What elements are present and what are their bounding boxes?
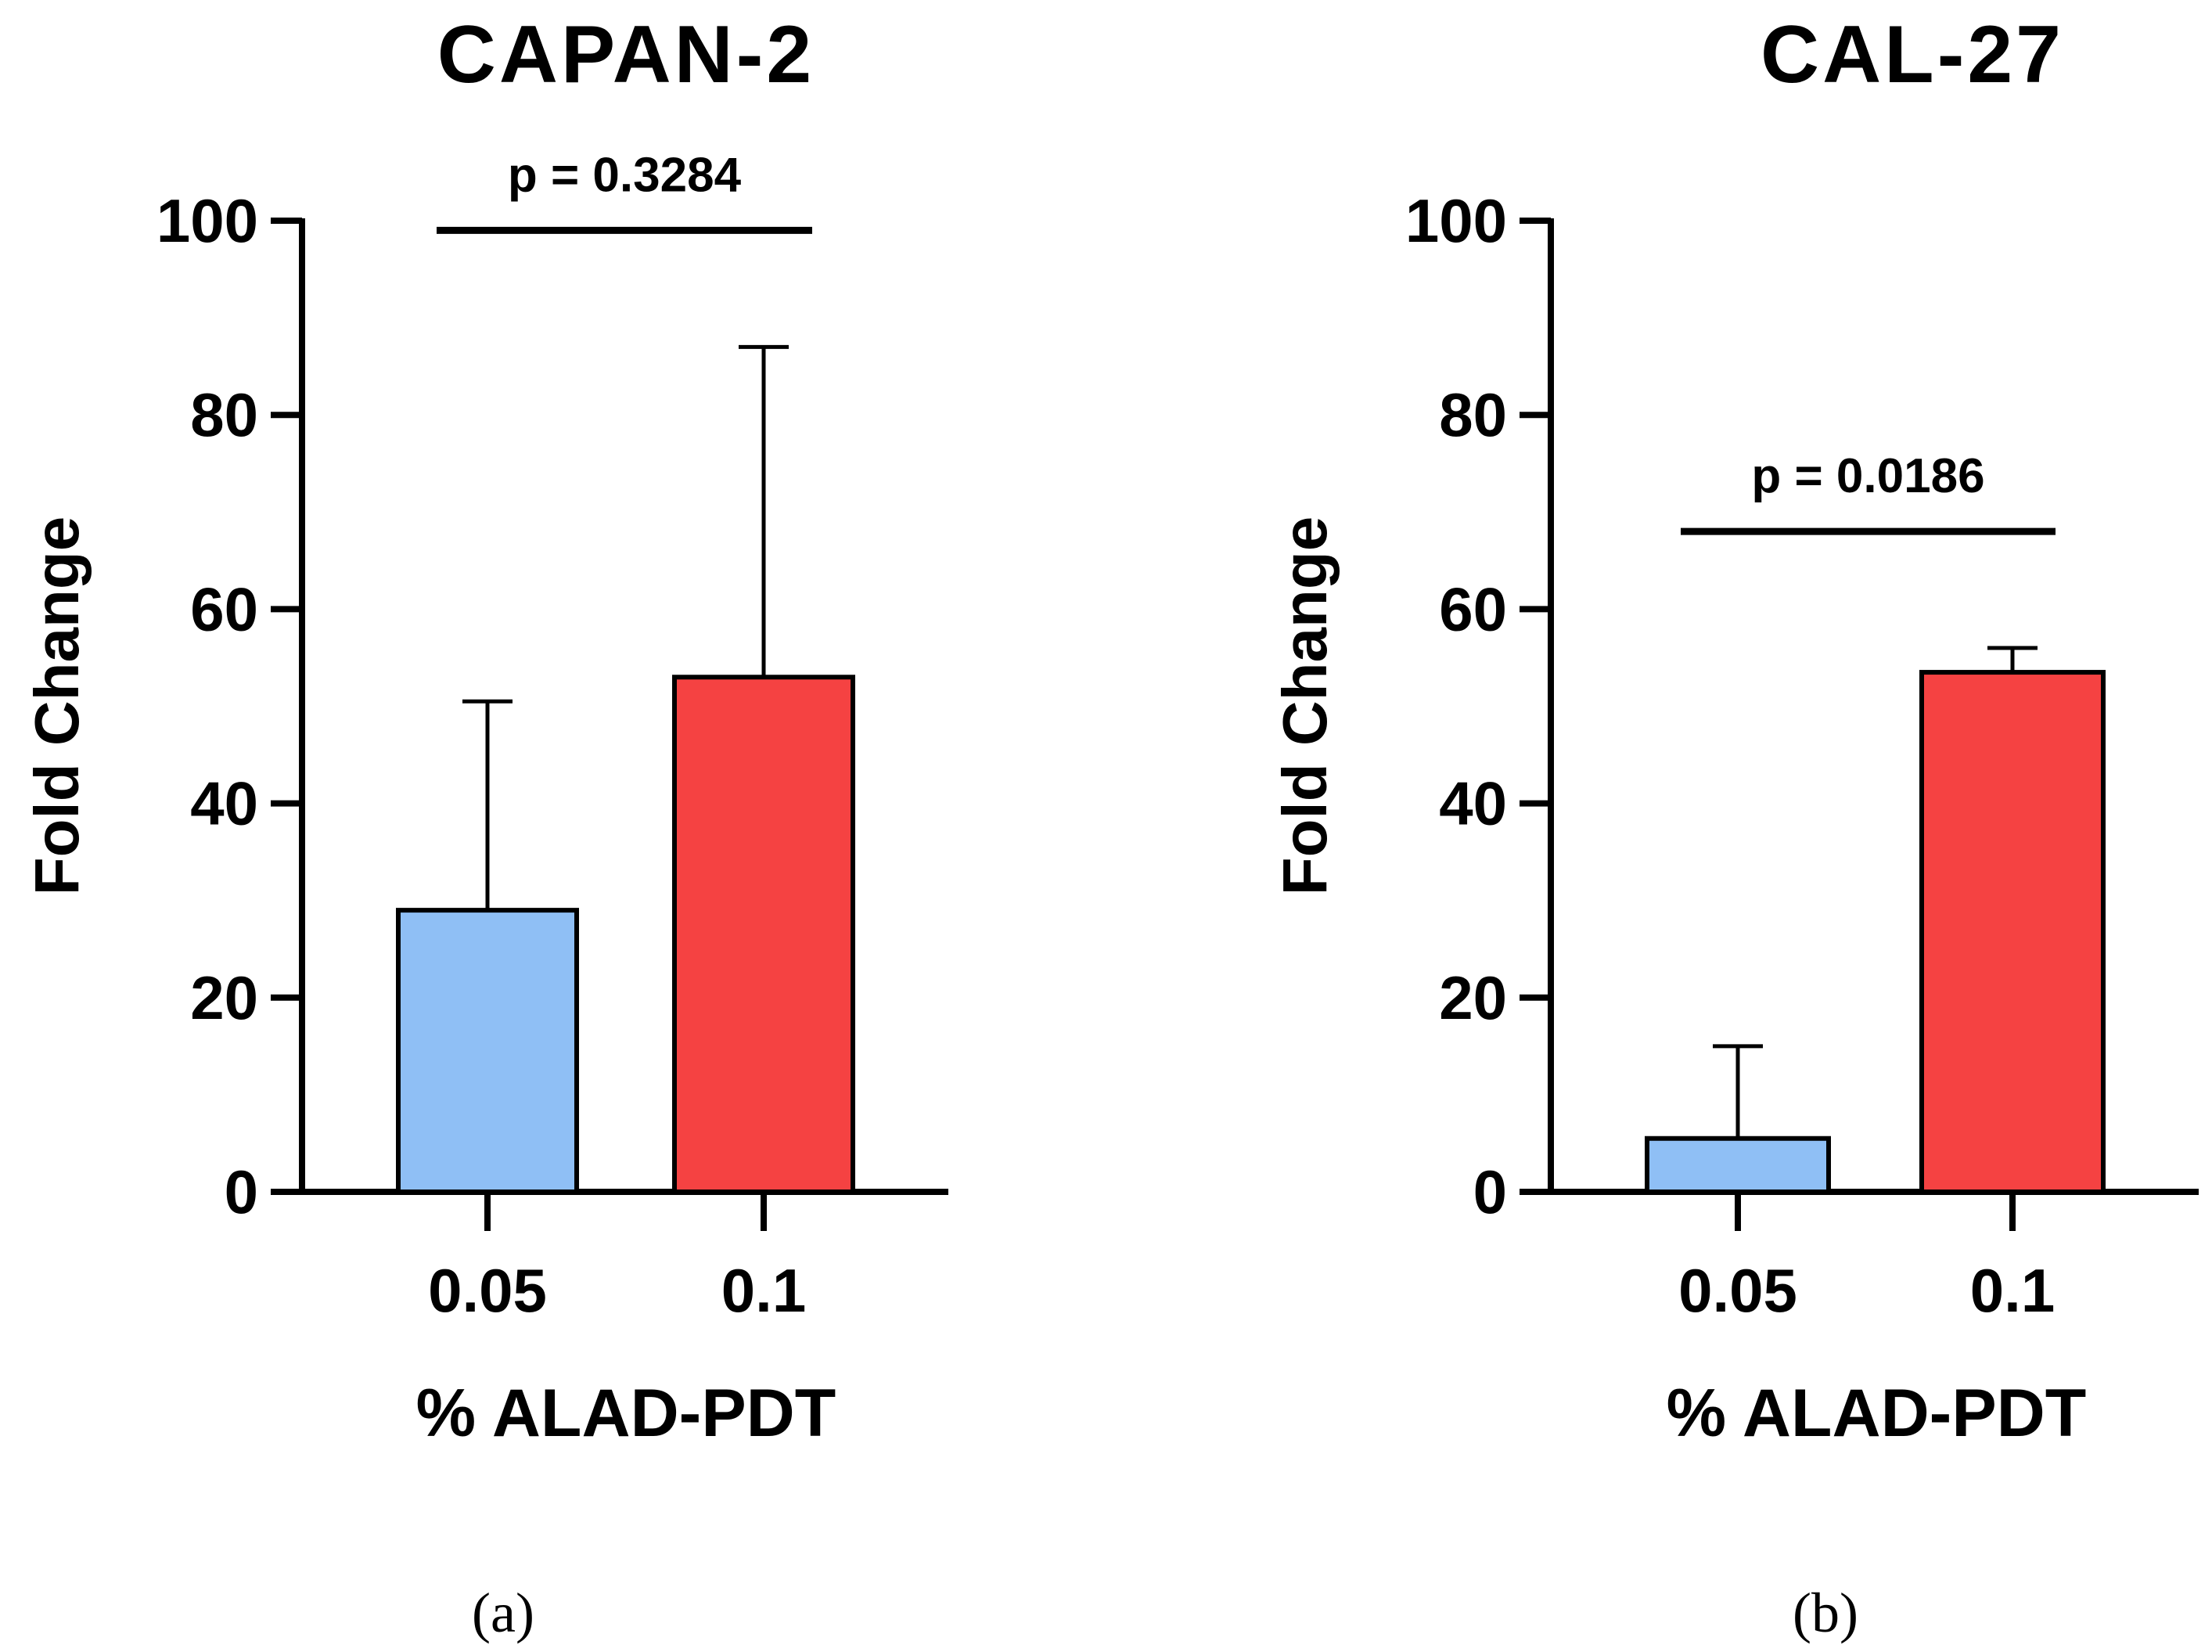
- p-value-label: p = 0.0186: [1751, 449, 1984, 503]
- y-tick-label: 0: [1473, 1157, 1507, 1226]
- chart-panel-a: CAPAN-2 0 20 40 60 80 100 0.05 0.1 p = 0.3284 Fold…: [22, 9, 948, 1644]
- x-axis-label: % ALAD-PDT: [1667, 1376, 2087, 1451]
- x-tick-label: 0.05: [1678, 1256, 1797, 1325]
- y-tick-label: 100: [1405, 186, 1507, 255]
- y-axis-label: Fold Change: [22, 516, 92, 895]
- y-tick-label: 60: [190, 574, 258, 643]
- bar-0.05: [396, 908, 579, 1194]
- bar-0.1: [1919, 670, 2106, 1194]
- chart-title: CAL-27: [1761, 9, 2064, 100]
- panel-label: (a): [472, 1582, 534, 1644]
- p-value-label: p = 0.3284: [508, 148, 742, 202]
- bar-0.1: [672, 675, 855, 1194]
- y-tick-label: 80: [1439, 380, 1507, 449]
- x-tick-label: 0.05: [428, 1256, 547, 1325]
- chart-title: CAPAN-2: [437, 9, 815, 100]
- x-tick-label: 0.1: [1970, 1256, 2055, 1325]
- y-tick-label: 40: [1439, 769, 1507, 838]
- y-tick-label: 20: [1439, 963, 1507, 1032]
- y-tick-label: 20: [190, 963, 258, 1032]
- y-tick-label: 0: [225, 1157, 258, 1226]
- x-tick-label: 0.1: [721, 1256, 806, 1325]
- bar-0.05: [1645, 1136, 1831, 1194]
- panel-label: (b): [1793, 1582, 1858, 1644]
- y-tick-label: 60: [1439, 574, 1507, 643]
- chart-panel-b: CAL-27 0 20 40 60 80 100 0.05 0.1 p = 0.0186 Fold …: [1270, 9, 2199, 1644]
- y-tick-label: 100: [156, 186, 258, 255]
- y-tick-label: 80: [190, 380, 258, 449]
- y-axis-label: Fold Change: [1270, 516, 1340, 895]
- x-axis-label: % ALAD-PDT: [416, 1376, 836, 1451]
- y-tick-label: 40: [190, 769, 258, 838]
